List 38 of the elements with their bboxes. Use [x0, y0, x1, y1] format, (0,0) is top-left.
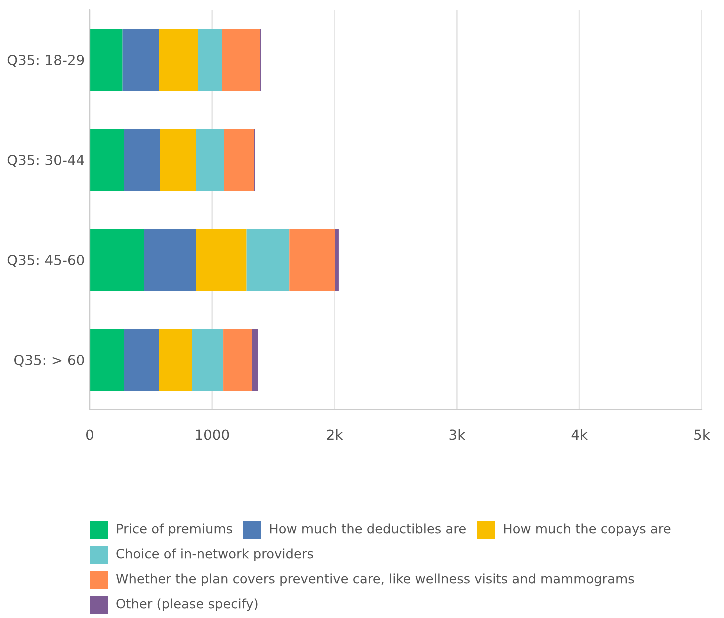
bar	[90, 29, 123, 91]
bar	[198, 29, 222, 91]
bar	[159, 29, 198, 91]
bar	[290, 229, 336, 291]
bar	[90, 129, 124, 191]
bar	[159, 329, 192, 391]
legend-label: Choice of in-network providers	[116, 548, 314, 562]
x-tick-label: 2k	[327, 429, 344, 440]
bar	[196, 229, 247, 291]
bar	[122, 29, 160, 91]
bar	[192, 329, 224, 391]
legend-label: How much the copays are	[504, 524, 671, 536]
y-tick-label: Q35: > 60	[14, 354, 84, 368]
bar	[160, 129, 196, 191]
bar	[222, 29, 260, 91]
y-tick-label: Q35: 45-60	[8, 254, 84, 268]
x-tick-label: 4k	[572, 429, 588, 440]
legend-label: How much the deductibles are	[270, 524, 466, 534]
bar	[144, 229, 196, 291]
bar	[196, 129, 224, 191]
bar	[246, 229, 290, 291]
bar	[90, 329, 124, 391]
legend-label: Price of premiums	[117, 524, 232, 536]
x-tick-label: 3k	[450, 429, 466, 440]
bar	[124, 129, 160, 191]
x-tick-label: 5k	[694, 429, 710, 440]
y-tick-label: Q35: 18-29	[8, 54, 84, 68]
y-tick-label: Q35: 30-44	[8, 154, 84, 168]
legend-label: Whether the plan covers preventive care, like wellness visits and mammograms	[116, 574, 634, 586]
bar	[252, 329, 258, 391]
bar	[224, 329, 252, 391]
bar	[224, 129, 255, 191]
bar	[124, 329, 160, 391]
x-tick-label: 0	[86, 430, 94, 440]
legend-label: Other (please specify)	[116, 598, 258, 612]
x-tick-label: 1000	[196, 430, 230, 440]
bar	[90, 229, 144, 291]
bar	[335, 229, 339, 291]
